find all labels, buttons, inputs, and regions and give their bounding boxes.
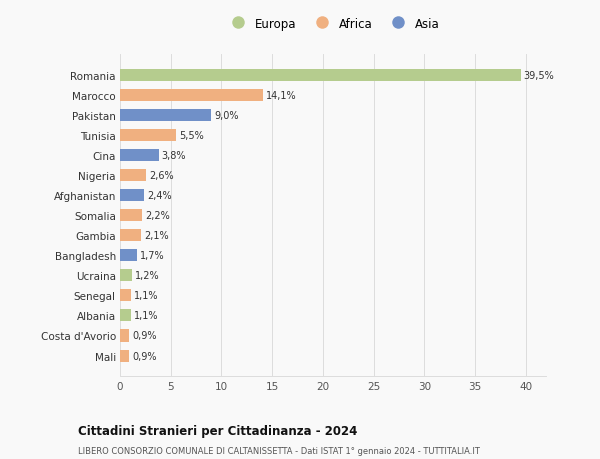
Text: 2,2%: 2,2% [145, 211, 170, 221]
Bar [120, 290, 131, 302]
Bar [120, 350, 129, 362]
Text: 2,1%: 2,1% [145, 231, 169, 241]
Text: 14,1%: 14,1% [266, 91, 296, 101]
Text: 3,8%: 3,8% [161, 151, 186, 161]
Text: 9,0%: 9,0% [214, 111, 239, 121]
Bar [120, 70, 521, 82]
Legend: Europa, Africa, Asia: Europa, Africa, Asia [221, 13, 445, 35]
Text: 1,1%: 1,1% [134, 311, 158, 321]
Text: 0,9%: 0,9% [132, 331, 157, 341]
Text: 0,9%: 0,9% [132, 351, 157, 361]
Text: LIBERO CONSORZIO COMUNALE DI CALTANISSETTA - Dati ISTAT 1° gennaio 2024 - TUTTIT: LIBERO CONSORZIO COMUNALE DI CALTANISSET… [78, 446, 480, 455]
Text: 2,4%: 2,4% [148, 191, 172, 201]
Text: 5,5%: 5,5% [179, 131, 203, 141]
Bar [120, 210, 142, 222]
Bar [120, 190, 145, 202]
Bar [120, 150, 158, 162]
Bar [120, 270, 132, 282]
Text: Cittadini Stranieri per Cittadinanza - 2024: Cittadini Stranieri per Cittadinanza - 2… [78, 425, 358, 437]
Text: 1,7%: 1,7% [140, 251, 165, 261]
Text: 39,5%: 39,5% [524, 71, 554, 81]
Bar [120, 310, 131, 322]
Text: 1,1%: 1,1% [134, 291, 158, 301]
Bar [120, 170, 146, 182]
Bar [120, 110, 211, 122]
Bar [120, 130, 176, 142]
Bar [120, 230, 142, 242]
Bar [120, 250, 137, 262]
Bar [120, 90, 263, 102]
Bar [120, 330, 129, 342]
Text: 1,2%: 1,2% [135, 271, 160, 281]
Text: 2,6%: 2,6% [149, 171, 174, 181]
